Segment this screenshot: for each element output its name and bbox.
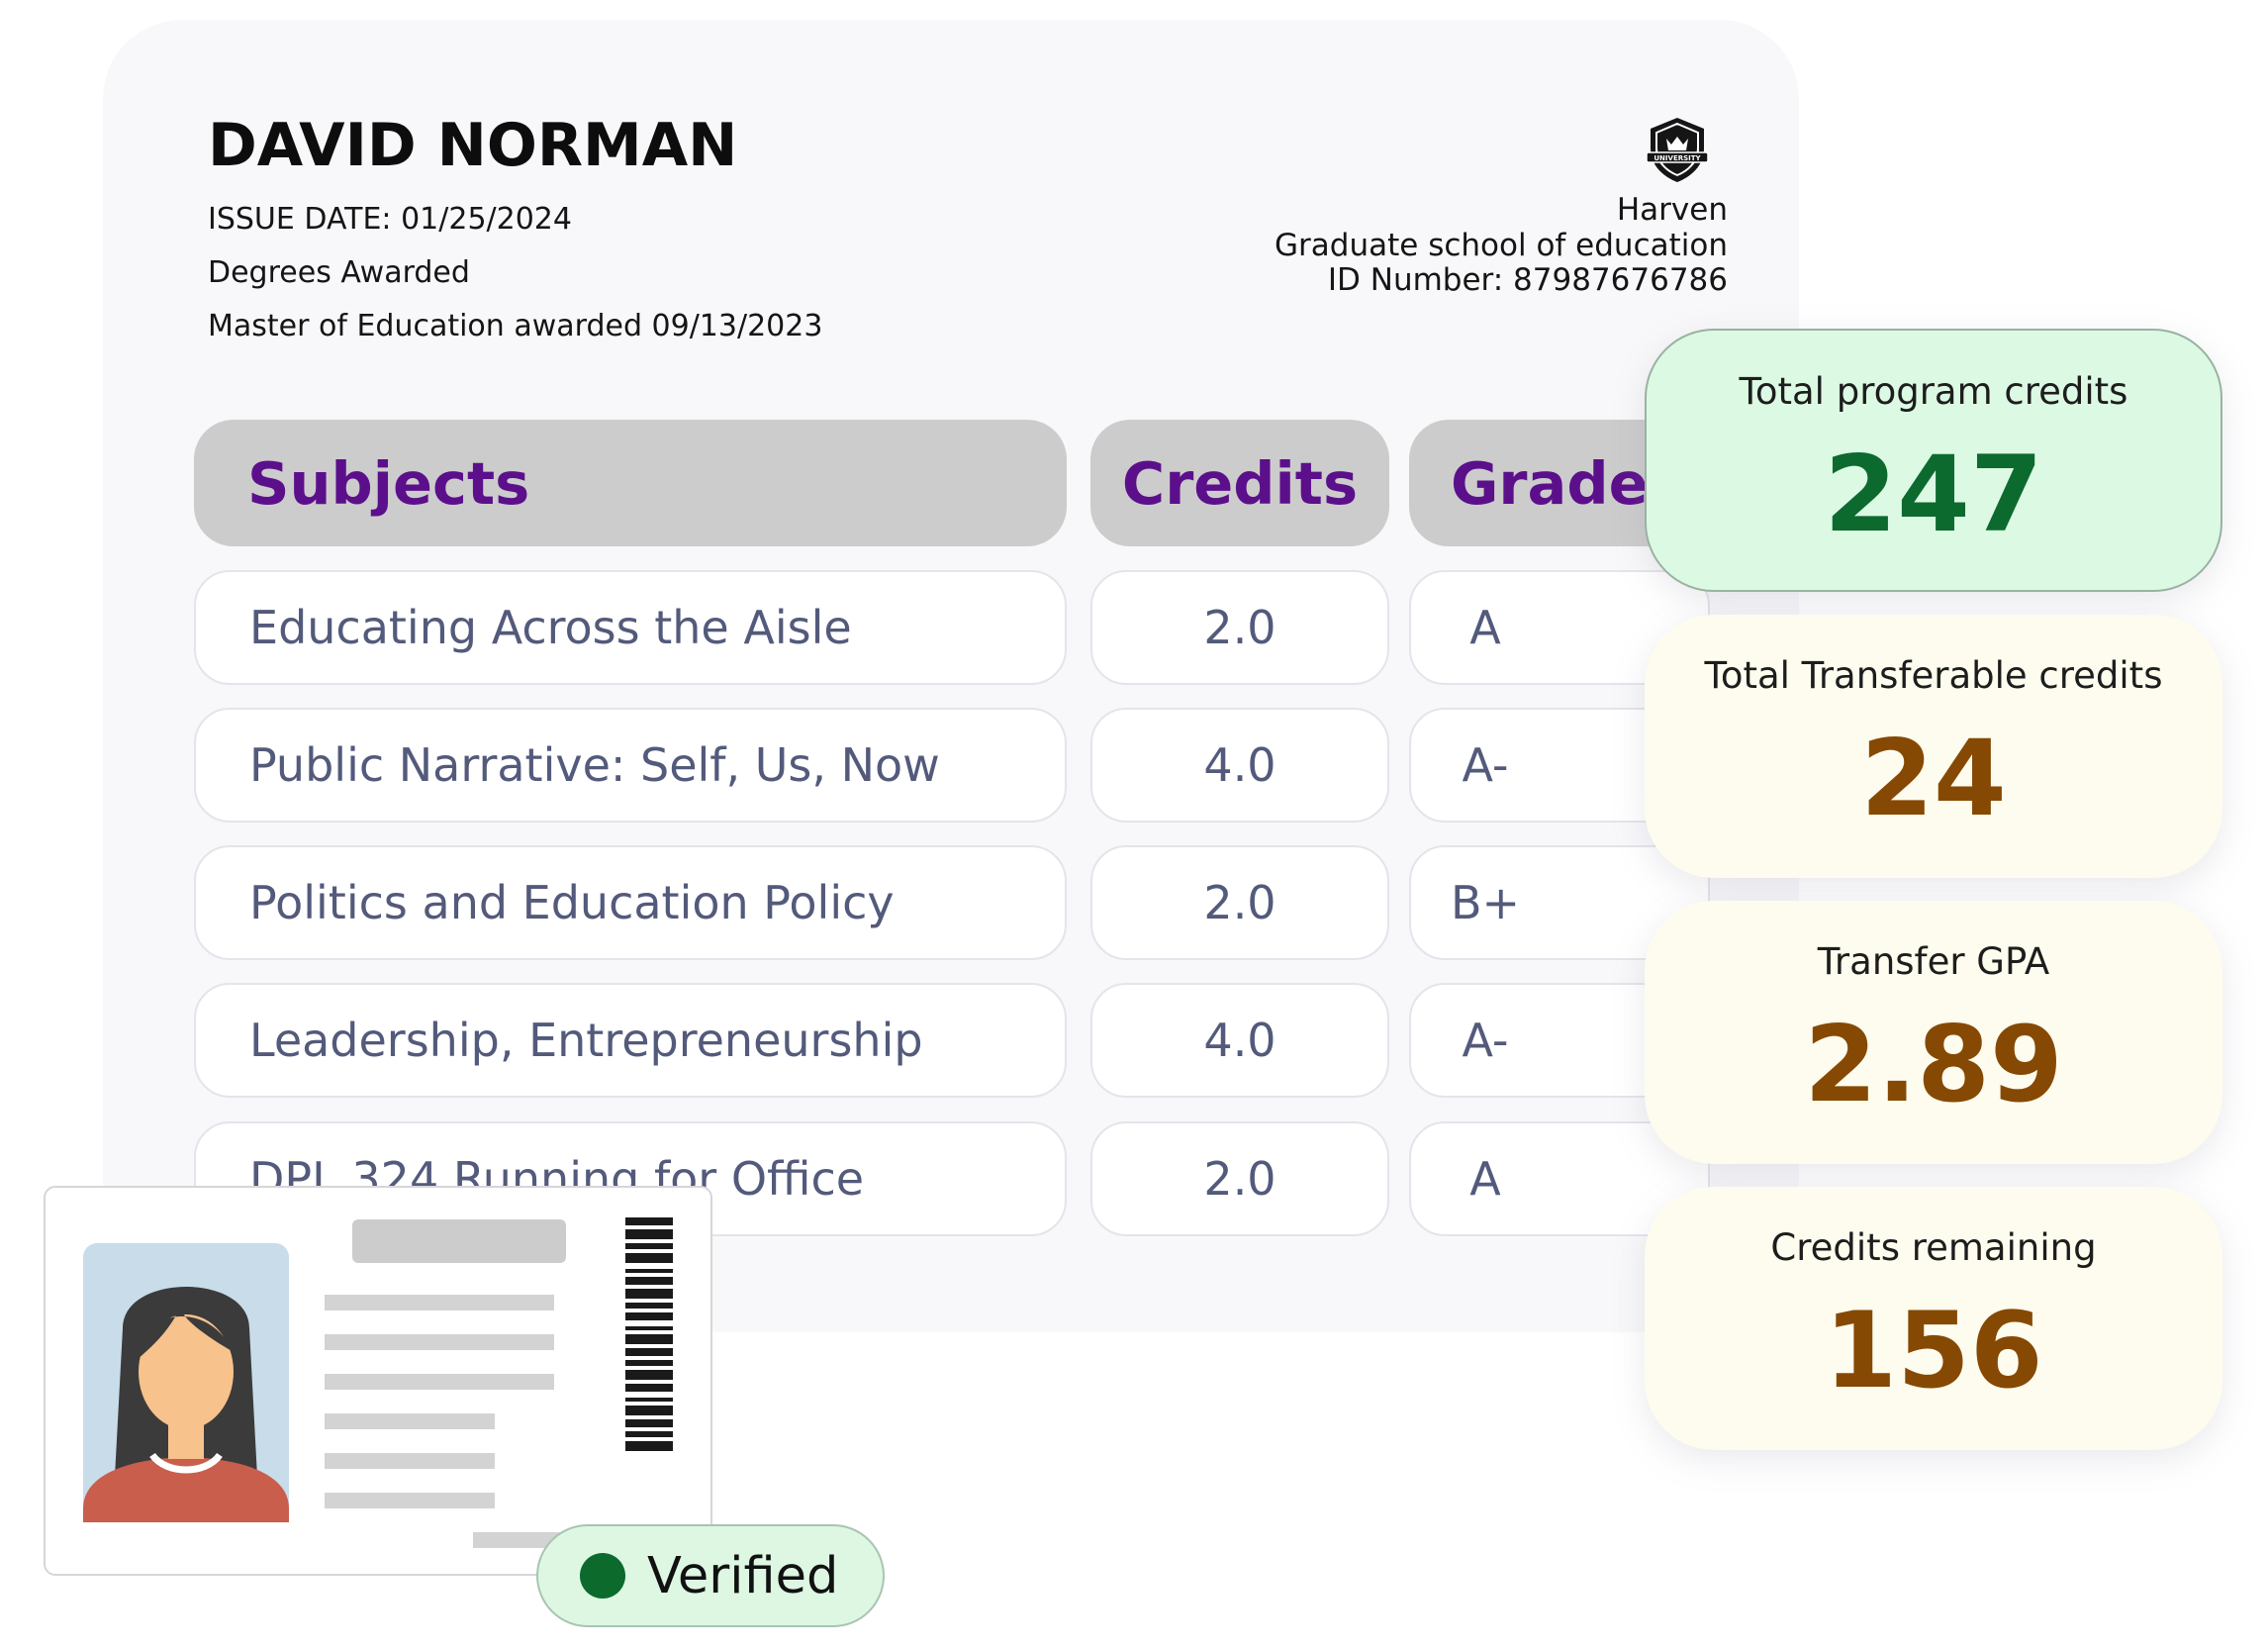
subject-cell: Public Narrative: Self, Us, Now xyxy=(194,708,1067,823)
card-text-line xyxy=(325,1295,554,1310)
barcode-stripe xyxy=(625,1269,673,1273)
barcode-stripe xyxy=(625,1370,673,1380)
credits-cell: 4.0 xyxy=(1090,708,1389,823)
stat-label: Total Transferable credits xyxy=(1704,654,2163,697)
credits-cell: 2.0 xyxy=(1090,570,1389,685)
barcode-stripe xyxy=(625,1384,673,1392)
stat-transferable-credits: Total Transferable credits 24 xyxy=(1645,615,2222,878)
subject-cell: Politics and Education Policy xyxy=(194,845,1067,960)
barcode-stripe xyxy=(625,1398,673,1402)
issue-date: ISSUE DATE: 01/25/2024 xyxy=(208,202,572,237)
stat-value: 2.89 xyxy=(1804,1004,2063,1125)
credits-cell: 2.0 xyxy=(1090,845,1389,960)
stat-label: Transfer GPA xyxy=(1817,940,2050,983)
card-text-line xyxy=(325,1374,554,1390)
barcode-icon xyxy=(625,1217,673,1528)
barcode-stripe xyxy=(625,1348,673,1356)
school-name: Graduate school of education xyxy=(1275,228,1728,263)
person-avatar-icon xyxy=(83,1243,289,1522)
stat-value: 247 xyxy=(1824,434,2043,555)
verified-status-dot xyxy=(580,1553,625,1599)
stat-total-program-credits: Total program credits 247 xyxy=(1645,329,2222,592)
barcode-stripe xyxy=(625,1326,673,1330)
barcode-stripe xyxy=(625,1334,673,1344)
svg-text:UNIVERSITY: UNIVERSITY xyxy=(1654,154,1701,162)
degree-awarded: Master of Education awarded 09/13/2023 xyxy=(208,309,823,343)
barcode-stripe xyxy=(625,1441,673,1451)
stat-label: Credits remaining xyxy=(1770,1226,2097,1269)
column-header-subjects: Subjects xyxy=(194,420,1067,546)
barcode-stripe xyxy=(625,1312,673,1320)
student-name: DAVID NORMAN xyxy=(208,111,738,180)
stat-label: Total program credits xyxy=(1739,370,2128,413)
column-header-credits: Credits xyxy=(1090,420,1389,546)
id-card xyxy=(44,1186,712,1576)
university-crest-icon: UNIVERSITY xyxy=(1646,118,1709,182)
stat-credits-remaining: Credits remaining 156 xyxy=(1645,1187,2222,1450)
barcode-stripe xyxy=(625,1243,673,1249)
barcode-stripe xyxy=(625,1360,673,1366)
card-name-placeholder xyxy=(352,1219,566,1263)
card-text-line xyxy=(325,1413,495,1429)
barcode-stripe xyxy=(625,1406,673,1415)
barcode-stripe xyxy=(625,1229,673,1239)
stat-value: 24 xyxy=(1860,718,2007,839)
credits-cell: 2.0 xyxy=(1090,1121,1389,1236)
card-text-line xyxy=(325,1334,554,1350)
barcode-stripe xyxy=(625,1253,673,1263)
id-number: ID Number: 87987676786 xyxy=(1327,262,1728,298)
institution-name: Harven xyxy=(1616,192,1728,228)
barcode-stripe xyxy=(625,1289,673,1299)
barcode-stripe xyxy=(625,1277,673,1285)
degrees-awarded-heading: Degrees Awarded xyxy=(208,255,470,290)
credits-cell: 4.0 xyxy=(1090,983,1389,1098)
card-text-line xyxy=(325,1453,495,1469)
barcode-stripe xyxy=(625,1303,673,1309)
card-text-line xyxy=(473,1532,564,1548)
verified-label: Verified xyxy=(647,1546,839,1605)
subject-cell: Educating Across the Aisle xyxy=(194,570,1067,685)
stat-transfer-gpa: Transfer GPA 2.89 xyxy=(1645,901,2222,1164)
subject-cell: Leadership, Entrepreneurship xyxy=(194,983,1067,1098)
barcode-stripe xyxy=(625,1217,673,1225)
barcode-stripe xyxy=(625,1431,673,1437)
barcode-stripe xyxy=(625,1419,673,1427)
stat-value: 156 xyxy=(1824,1290,2043,1411)
verified-badge: Verified xyxy=(536,1524,885,1627)
card-text-line xyxy=(325,1493,495,1508)
